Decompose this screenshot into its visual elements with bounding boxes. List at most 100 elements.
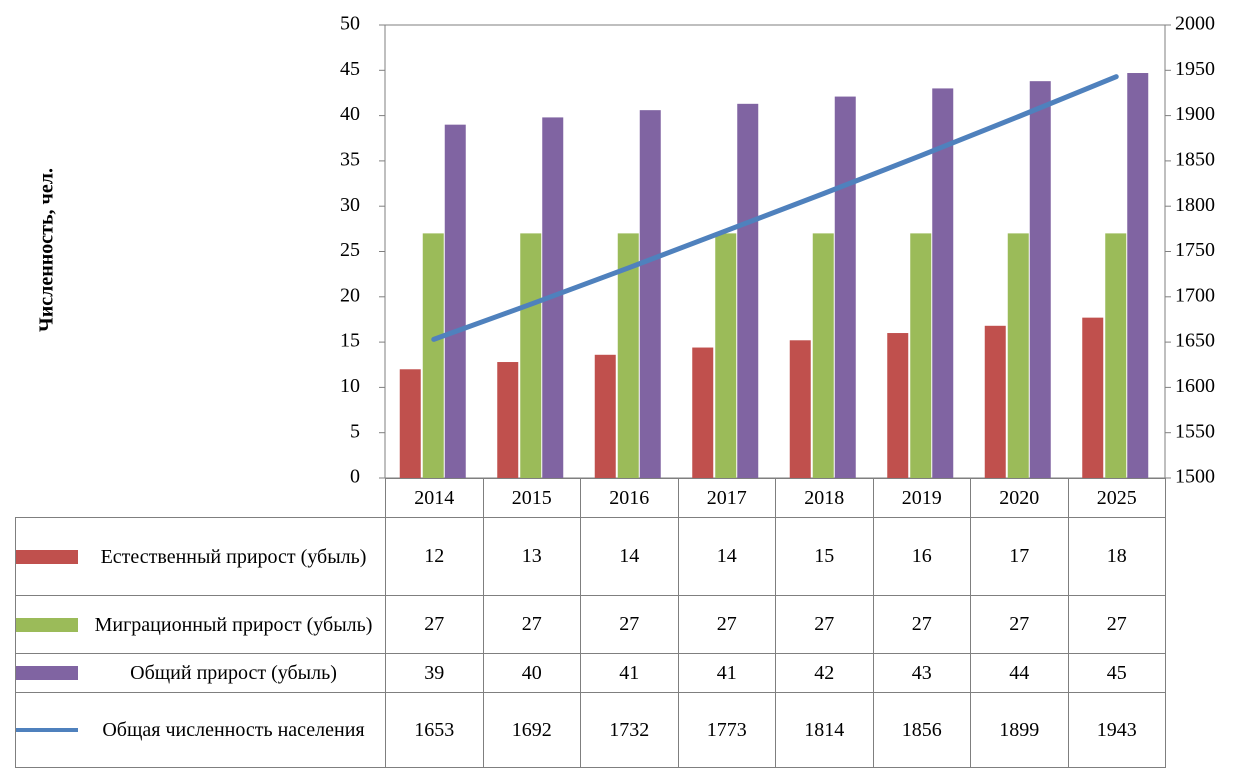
data-cell: 41 — [580, 653, 679, 693]
data-cell: 27 — [385, 595, 484, 654]
legend-key — [16, 728, 78, 732]
bar — [812, 233, 834, 478]
bar — [422, 233, 444, 478]
data-cell: 1773 — [677, 692, 776, 768]
corner — [16, 479, 386, 518]
x-tick-label: 2025 — [1067, 478, 1166, 518]
data-cell: 40 — [482, 653, 581, 693]
bar — [932, 88, 954, 479]
y2-tick-label: 1800 — [1175, 194, 1215, 216]
bar — [910, 233, 932, 478]
series-row: Общий прирост (убыль) 39 40 41 41 42 43 44 45 — [15, 653, 1166, 693]
x-tick-label: 2014 — [385, 478, 484, 518]
y2-tick-label: 1600 — [1175, 375, 1215, 397]
data-cell: 18 — [1067, 517, 1166, 596]
data-cell: 39 — [385, 653, 484, 693]
bar — [1127, 73, 1149, 478]
y2-tick-label: 1500 — [1175, 466, 1215, 488]
y-tick-label: 20 — [340, 284, 360, 306]
series-row: Естественный прирост (убыль) 12 13 14 14 15 16… — [15, 517, 1166, 596]
legend-cell: Естественный прирост (убыль) — [15, 517, 386, 596]
data-cell: 27 — [872, 595, 971, 654]
legend-entry: Миграционный прирост (убыль) — [16, 614, 385, 636]
legend-cell: Общий прирост (убыль) — [15, 653, 386, 693]
data-cell: 1814 — [775, 692, 874, 768]
bar — [399, 369, 421, 478]
bar — [1007, 233, 1029, 478]
y2-tick-label: 1850 — [1175, 148, 1215, 170]
data-cell: 1692 — [482, 692, 581, 768]
y2-tick-label: 2000 — [1175, 13, 1215, 35]
bar — [520, 233, 542, 478]
legend-cell: Общая численность населения — [15, 692, 386, 768]
series-row: Миграционный прирост (убыль) 27 27 27 27 27 27… — [15, 595, 1166, 654]
y-tick-label: 0 — [350, 466, 360, 488]
data-cell: 42 — [775, 653, 874, 693]
data-cell: 12 — [385, 517, 484, 596]
bar — [617, 233, 639, 478]
y2-tick-label: 1950 — [1175, 58, 1215, 80]
bar — [737, 103, 759, 479]
series-row: Общая численность населения 1653 1692 1732 1… — [15, 692, 1166, 768]
category-row: 2014 2015 2016 2017 2018 2019 2020 2025 — [16, 478, 1166, 518]
data-cell: 14 — [677, 517, 776, 596]
data-cell: 1856 — [872, 692, 971, 768]
data-cell: 41 — [677, 653, 776, 693]
y-tick-label: 25 — [340, 239, 360, 261]
x-tick-label: 2016 — [580, 478, 679, 518]
y2-tick-label: 1650 — [1175, 330, 1215, 352]
x-tick-label: 2020 — [970, 478, 1069, 518]
y2-tick-label: 1550 — [1175, 420, 1215, 442]
data-cell: 1899 — [970, 692, 1069, 768]
data-cell: 15 — [775, 517, 874, 596]
x-tick-label: 2018 — [775, 478, 874, 518]
bar — [692, 347, 714, 478]
y-tick-label: 5 — [350, 420, 360, 442]
data-cell: 27 — [1067, 595, 1166, 654]
y-axis-title: Численность, чел. — [36, 168, 58, 332]
legend-entry: Естественный прирост (убыль) — [16, 546, 385, 568]
data-cell: 16 — [872, 517, 971, 596]
legend-entry: Общий прирост (убыль) — [16, 662, 385, 684]
data-cell: 43 — [872, 653, 971, 693]
y2-tick-label: 1900 — [1175, 103, 1215, 125]
data-table: 2014 2015 2016 2017 2018 2019 2020 2025 Естестве… — [15, 478, 1166, 768]
legend-entry: Общая численность населения — [16, 719, 385, 741]
data-cell: 45 — [1067, 653, 1166, 693]
legend-cell: Миграционный прирост (убыль) — [15, 595, 386, 654]
bar — [1105, 233, 1127, 478]
data-cell: 27 — [677, 595, 776, 654]
x-tick-label: 2019 — [872, 478, 971, 518]
y2-tick-label: 1750 — [1175, 239, 1215, 261]
bar — [639, 110, 661, 478]
data-cell: 14 — [580, 517, 679, 596]
legend-label: Миграционный прирост (убыль) — [94, 613, 373, 636]
y-tick-label: 50 — [340, 13, 360, 35]
x-tick-label: 2015 — [482, 478, 581, 518]
legend-key — [16, 549, 78, 564]
bar — [887, 333, 909, 478]
data-cell: 17 — [970, 517, 1069, 596]
bar — [834, 96, 856, 478]
bar — [715, 233, 737, 478]
bar — [1029, 81, 1051, 478]
data-cell: 1943 — [1067, 692, 1166, 768]
data-cell: 27 — [482, 595, 581, 654]
y2-tick-label: 1700 — [1175, 284, 1215, 306]
data-cell: 1653 — [385, 692, 484, 768]
data-cell: 27 — [775, 595, 874, 654]
data-cell: 1732 — [580, 692, 679, 768]
legend-key — [16, 617, 78, 632]
bar — [594, 354, 616, 478]
legend-label: Общий прирост (убыль) — [130, 662, 337, 684]
data-cell: 27 — [580, 595, 679, 654]
bar — [444, 124, 466, 478]
x-tick-label: 2017 — [677, 478, 776, 518]
y-tick-label: 35 — [340, 148, 360, 170]
y-tick-label: 30 — [340, 194, 360, 216]
bar — [497, 362, 519, 478]
data-cell: 13 — [482, 517, 581, 596]
data-cell: 44 — [970, 653, 1069, 693]
